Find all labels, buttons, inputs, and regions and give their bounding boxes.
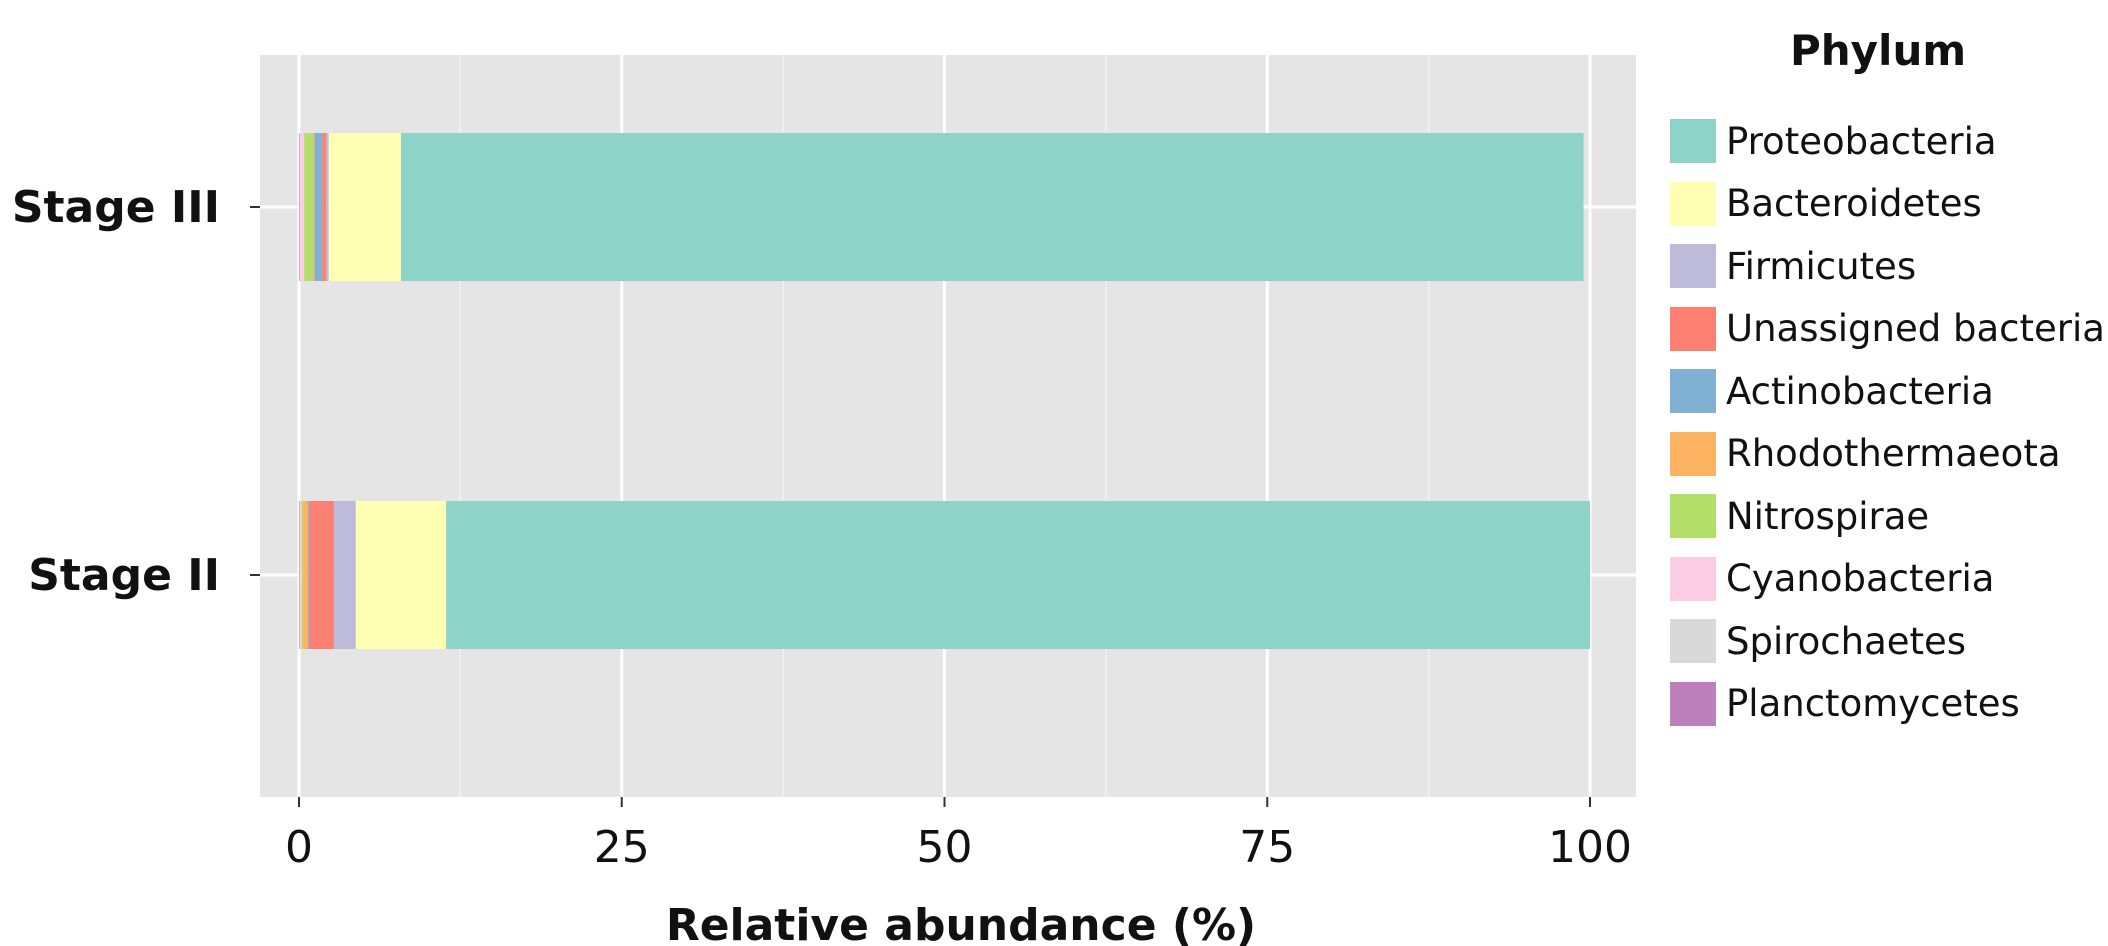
bar-segment-proteobacteria xyxy=(400,133,1584,281)
bar-segment-unassigned-bacteria xyxy=(322,133,327,281)
legend-label: Planctomycetes xyxy=(1726,682,2020,725)
legend-swatch xyxy=(1670,306,1716,351)
legend-label: Proteobacteria xyxy=(1726,119,1997,163)
legend-swatch xyxy=(1670,119,1716,163)
legend-swatch xyxy=(1670,181,1716,226)
legend-label: Firmicutes xyxy=(1726,244,1917,288)
legend-item: Unassigned bacteria xyxy=(1670,305,2105,353)
bar-segment-spirochaetes xyxy=(299,133,301,281)
bars xyxy=(299,133,1590,649)
category-label: Stage III xyxy=(12,182,220,233)
legend-swatch xyxy=(1670,619,1716,663)
legend-label: Bacteroidetes xyxy=(1726,182,1982,225)
legend-item: Cyanobacteria xyxy=(1670,555,1994,603)
legend-label: Rhodothermaeota xyxy=(1726,432,2061,475)
x-tick-label: 0 xyxy=(285,822,313,873)
legend-item: Rhodothermaeota xyxy=(1670,430,2061,478)
legend-swatch xyxy=(1670,369,1716,413)
legend-swatch xyxy=(1670,244,1716,288)
category-label: Stage II xyxy=(28,550,220,601)
legend-title: Phylum xyxy=(1790,26,1967,75)
bar-segment-nitrospirae xyxy=(304,133,314,281)
legend-swatch xyxy=(1670,681,1716,726)
x-axis-ticks: 0 25 50 75 100 xyxy=(285,797,1632,873)
legend-label: Unassigned bacteria xyxy=(1726,307,2105,350)
legend-label: Actinobacteria xyxy=(1726,369,1994,413)
stacked-bar-chart: 0 25 50 75 100 Stage III Stage II Relative ab… xyxy=(12,55,1636,946)
legend-swatch xyxy=(1670,556,1716,601)
legend-item: Proteobacteria xyxy=(1670,117,1997,165)
bar-segment-rhodothermaeota xyxy=(302,501,309,649)
bar-segment-bacteroidetes xyxy=(328,133,401,281)
x-tick-label: 50 xyxy=(917,822,973,873)
bar-segment-cyanobacteria xyxy=(300,133,305,281)
legend-label: Nitrospirae xyxy=(1726,494,1930,538)
x-tick-label: 100 xyxy=(1548,822,1632,873)
legend-swatch xyxy=(1670,431,1716,476)
legend-item: Actinobacteria xyxy=(1670,367,1994,415)
bar-segment-planctomycetes xyxy=(299,501,300,649)
bar-segment-firmicutes xyxy=(333,501,356,649)
legend-item: Planctomycetes xyxy=(1670,680,2020,728)
bar-segment-nitrospirae xyxy=(301,501,303,649)
bar-segment-actinobacteria xyxy=(308,501,310,649)
legend-item: Firmicutes xyxy=(1670,242,1916,290)
legend-label: Spirochaetes xyxy=(1726,619,1967,663)
y-axis-categories: Stage III Stage II xyxy=(12,182,260,601)
bar-segment-unassigned-bacteria xyxy=(309,501,334,649)
bar-segment-actinobacteria xyxy=(314,133,323,281)
legend-item: Bacteroidetes xyxy=(1670,180,1982,228)
bar-segment-bacteroidetes xyxy=(355,501,447,649)
legend-label: Cyanobacteria xyxy=(1726,557,1995,600)
bar-segment-cyanobacteria xyxy=(300,501,302,649)
legend: Phylum Proteobacteria Bacteroidetes Firmic… xyxy=(1660,0,2105,946)
bar-segment-rhodothermaeota xyxy=(313,133,315,281)
x-tick-label: 75 xyxy=(1239,822,1295,873)
bar-segment-planctomycetes xyxy=(299,133,300,281)
legend-swatch xyxy=(1670,494,1716,538)
legend-item: Spirochaetes xyxy=(1670,617,1966,665)
legend-item: Nitrospirae xyxy=(1670,492,1929,540)
bar-segment-spirochaetes xyxy=(299,501,301,649)
x-tick-label: 25 xyxy=(594,822,650,873)
bar-segment-firmicutes xyxy=(326,133,329,281)
x-axis-title: Relative abundance (%) xyxy=(666,900,1256,946)
bar-segment-proteobacteria xyxy=(446,501,1590,649)
